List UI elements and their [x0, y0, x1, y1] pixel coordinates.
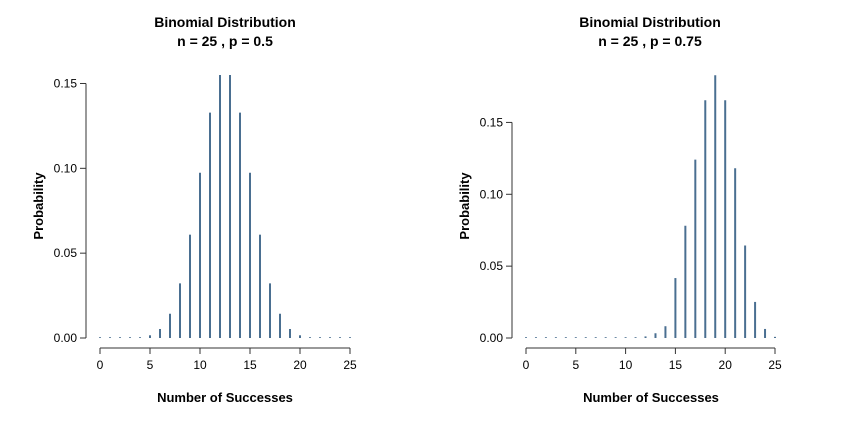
- y-tick-label: 0.15: [54, 76, 78, 90]
- plot-area-1: 0.00 0.05 0.10 0.15 0 5 10 15 20 25: [54, 75, 357, 372]
- chart-title-1: Binomial Distribution: [154, 14, 296, 30]
- x-tick-label: 25: [343, 358, 357, 372]
- plot-area-2: 0.00 0.05 0.10 0.15 0 5 10 15 20 25: [480, 75, 782, 372]
- x-tick-label: 20: [293, 358, 307, 372]
- chart-panel-2: Binomial Distribution n = 25 , p = 0.75 …: [457, 14, 782, 405]
- y-tick-label: 0.15: [480, 115, 504, 129]
- y-tick-label: 0.05: [480, 259, 504, 273]
- x-tick-label: 25: [768, 358, 782, 372]
- x-tick-label: 10: [619, 358, 633, 372]
- y-tick-label: 0.10: [54, 161, 78, 175]
- x-tick-label: 5: [572, 358, 579, 372]
- x-tick-label: 15: [243, 358, 257, 372]
- chart-title-2: Binomial Distribution: [579, 14, 721, 30]
- chart-panel-1: Binomial Distribution n = 25 , p = 0.5 0…: [31, 14, 357, 405]
- chart-subtitle-2: n = 25 , p = 0.75: [598, 33, 702, 49]
- y-axis-title-2: Probability: [457, 172, 472, 240]
- x-tick-label: 10: [193, 358, 207, 372]
- x-tick-label: 20: [719, 358, 733, 372]
- y-tick-label: 0.10: [480, 187, 504, 201]
- x-tick-label: 0: [523, 358, 530, 372]
- x-axis-title-2: Number of Successes: [583, 390, 719, 405]
- y-tick-label: 0.00: [54, 331, 78, 345]
- chart-subtitle-1: n = 25 , p = 0.5: [177, 33, 273, 49]
- x-tick-label: 15: [669, 358, 683, 372]
- y-tick-label: 0.05: [54, 246, 78, 260]
- x-axis-title-1: Number of Successes: [157, 390, 293, 405]
- x-tick-label: 0: [97, 358, 104, 372]
- y-tick-label: 0.00: [480, 331, 504, 345]
- y-axis-title-1: Probability: [31, 172, 46, 240]
- x-tick-label: 5: [147, 358, 154, 372]
